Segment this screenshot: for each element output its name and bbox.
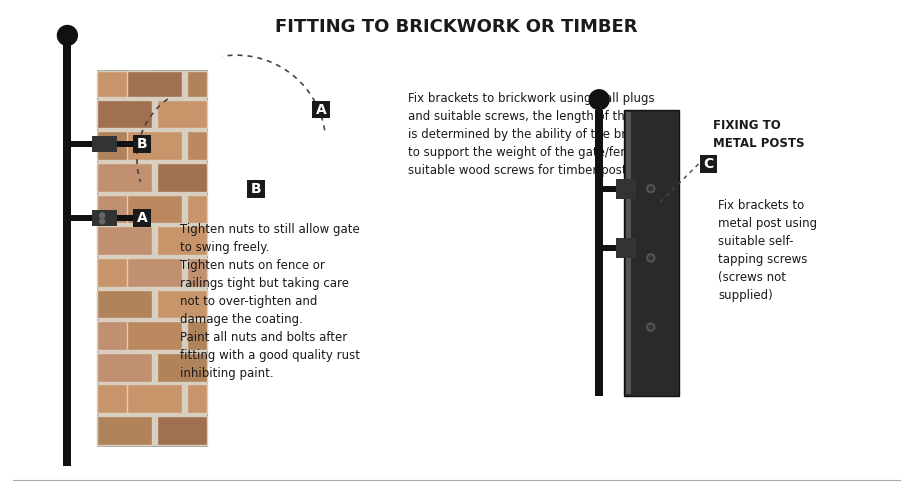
Bar bbox=[97, 353, 152, 381]
Bar bbox=[602, 245, 624, 251]
Bar bbox=[186, 195, 206, 223]
Bar bbox=[157, 226, 206, 255]
Text: A: A bbox=[316, 103, 326, 117]
Bar bbox=[157, 163, 206, 192]
Bar bbox=[97, 384, 152, 413]
Bar bbox=[97, 163, 152, 192]
Bar bbox=[70, 215, 135, 221]
Circle shape bbox=[589, 90, 609, 110]
Circle shape bbox=[646, 323, 655, 331]
Text: B: B bbox=[137, 137, 147, 151]
Bar bbox=[186, 71, 206, 97]
Bar bbox=[97, 100, 152, 128]
Bar bbox=[127, 258, 182, 286]
Bar bbox=[70, 141, 135, 147]
FancyBboxPatch shape bbox=[247, 180, 265, 198]
Bar bbox=[186, 258, 206, 286]
Bar bbox=[127, 384, 182, 413]
Bar bbox=[157, 289, 206, 318]
Bar bbox=[97, 226, 152, 255]
Bar bbox=[97, 70, 206, 446]
Bar bbox=[97, 131, 152, 160]
Circle shape bbox=[100, 219, 105, 224]
Bar bbox=[97, 416, 152, 445]
Bar bbox=[66, 40, 69, 48]
Bar bbox=[97, 195, 152, 223]
Bar bbox=[157, 353, 206, 381]
FancyBboxPatch shape bbox=[133, 210, 151, 227]
Circle shape bbox=[100, 213, 105, 218]
FancyBboxPatch shape bbox=[699, 155, 718, 173]
Circle shape bbox=[646, 254, 655, 262]
Bar bbox=[97, 353, 152, 381]
Bar bbox=[186, 131, 206, 160]
Bar bbox=[157, 416, 206, 445]
Bar bbox=[597, 104, 601, 112]
Bar bbox=[92, 136, 117, 152]
Circle shape bbox=[649, 325, 653, 329]
Bar bbox=[127, 131, 182, 160]
Circle shape bbox=[646, 185, 655, 193]
Bar bbox=[63, 40, 71, 466]
Bar bbox=[602, 186, 624, 192]
Text: B: B bbox=[251, 182, 261, 196]
Bar bbox=[97, 321, 152, 350]
Circle shape bbox=[649, 187, 653, 191]
Bar bbox=[186, 321, 206, 350]
Text: Fix brackets to
metal post using
suitable self-
tapping screws
(screws not
suppl: Fix brackets to metal post using suitabl… bbox=[719, 199, 817, 302]
Bar bbox=[97, 226, 152, 255]
Bar bbox=[97, 100, 152, 128]
Bar bbox=[157, 100, 206, 128]
Text: Tighten nuts to still allow gate
to swing freely.
Tighten nuts on fence or
raili: Tighten nuts to still allow gate to swin… bbox=[180, 223, 360, 380]
Text: A: A bbox=[137, 211, 147, 226]
Bar bbox=[186, 384, 206, 413]
Text: C: C bbox=[703, 157, 714, 171]
Text: FITTING TO BRICKWORK OR TIMBER: FITTING TO BRICKWORK OR TIMBER bbox=[275, 18, 637, 36]
Bar bbox=[127, 71, 182, 97]
Bar bbox=[97, 289, 152, 318]
Bar bbox=[595, 110, 603, 396]
Bar bbox=[127, 195, 182, 223]
Bar bbox=[127, 321, 182, 350]
Bar bbox=[97, 163, 152, 192]
FancyBboxPatch shape bbox=[312, 101, 330, 119]
Text: Fix brackets to brickwork using wall plugs
and suitable screws, the length of th: Fix brackets to brickwork using wall plu… bbox=[408, 92, 672, 177]
Circle shape bbox=[58, 25, 78, 45]
Bar bbox=[624, 110, 678, 396]
FancyBboxPatch shape bbox=[133, 135, 151, 153]
Bar bbox=[92, 211, 117, 226]
Bar bbox=[97, 71, 152, 97]
Bar bbox=[616, 238, 635, 258]
Bar bbox=[616, 179, 635, 199]
Bar bbox=[97, 416, 152, 445]
Text: FIXING TO
METAL POSTS: FIXING TO METAL POSTS bbox=[713, 120, 805, 150]
Bar bbox=[97, 289, 152, 318]
Circle shape bbox=[649, 256, 653, 260]
Bar bbox=[626, 112, 631, 394]
Bar bbox=[97, 258, 152, 286]
